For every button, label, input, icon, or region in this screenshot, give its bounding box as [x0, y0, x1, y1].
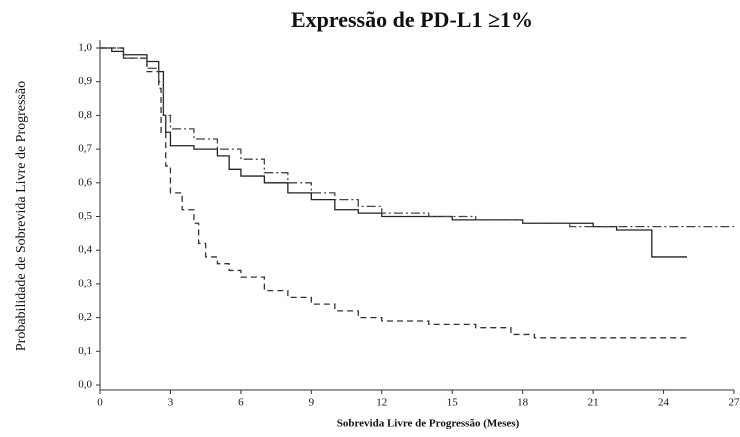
y-axis-label: Probabilidade de Sobrevida Livre de Prog…: [14, 81, 29, 351]
y-tick-label: 0,8: [78, 109, 92, 121]
x-tick-label: 27: [729, 397, 740, 409]
y-tick-label: 0,3: [78, 277, 92, 289]
y-tick-label: 0,1: [78, 345, 92, 357]
x-tick-label: 9: [309, 397, 315, 409]
x-tick-label: 0: [97, 397, 103, 409]
x-tick-label: 18: [517, 397, 529, 409]
survival-curve: [100, 47, 688, 339]
x-tick-label: 6: [238, 397, 244, 409]
y-tick-label: 1,0: [78, 42, 92, 54]
survival-curve: [100, 47, 734, 228]
y-tick-label: 0,2: [78, 311, 92, 323]
y-tick-label: 0,5: [78, 210, 92, 222]
chart-title: Expressão de PD-L1 ≥1%: [291, 7, 533, 32]
y-tick-label: 0,6: [78, 176, 92, 188]
x-tick-label: 15: [447, 397, 459, 409]
y-tick-label: 0,0: [78, 379, 92, 391]
survival-curve: [100, 47, 688, 258]
y-tick-label: 0,4: [78, 244, 92, 256]
y-tick-label: 0,9: [78, 75, 92, 87]
x-tick-label: 24: [658, 397, 670, 409]
x-tick-label: 21: [588, 397, 599, 409]
x-tick-label: 12: [376, 397, 387, 409]
x-tick-label: 3: [168, 397, 174, 409]
y-tick-label: 0,7: [78, 143, 92, 155]
x-axis-label: Sobrevida Livre de Progressão (Meses): [337, 418, 520, 430]
